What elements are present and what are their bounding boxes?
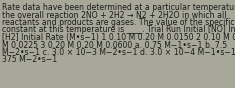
Text: M 0.0225 3 0.20 M 0.20 M 0.0600 a. 0.75 M−1•s−1 b. 7.5: M 0.0225 3 0.20 M 0.20 M 0.0600 a. 0.75 … xyxy=(2,40,227,49)
Text: M−2•s−1 c. 3.0 × 10−3 M−2•s−1 d. 3.0 × 10−4 M−1•s−1 e.: M−2•s−1 c. 3.0 × 10−3 M−2•s−1 d. 3.0 × 1… xyxy=(2,48,235,57)
Text: 375 M−2•s−1: 375 M−2•s−1 xyxy=(2,56,57,65)
Text: Rate data have been determined at a particular temperature for: Rate data have been determined at a part… xyxy=(2,3,235,12)
Text: [H2] Initial Rate (M•s−1) 1 0.10 M 0.20 M 0.0150 2 0.10 M 0.30: [H2] Initial Rate (M•s−1) 1 0.10 M 0.20 … xyxy=(2,33,235,42)
Text: the overall reaction 2NO + 2H2 → N2 + 2H2O in which all: the overall reaction 2NO + 2H2 → N2 + 2H… xyxy=(2,10,227,20)
Text: reactants and products are gases. The value of the specific rate: reactants and products are gases. The va… xyxy=(2,18,235,27)
Text: constant at this temperature is ____. Trial Run Initial [NO] Initial: constant at this temperature is ____. Tr… xyxy=(2,26,235,34)
